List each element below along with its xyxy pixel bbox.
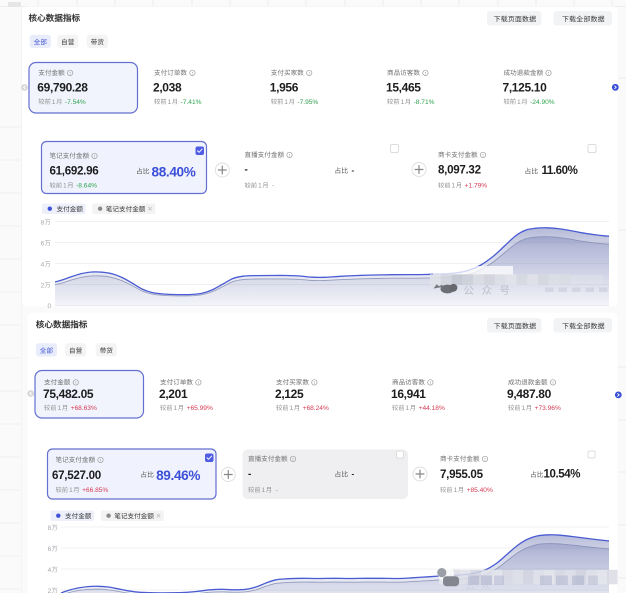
- svg-text:75,482.05: 75,482.05: [43, 387, 94, 401]
- svg-text:1: 1: [290, 405, 294, 412]
- svg-text:8,097.32: 8,097.32: [438, 163, 481, 176]
- svg-text:4: 4: [48, 567, 52, 574]
- svg-text:6: 6: [41, 240, 45, 247]
- svg-text:1: 1: [168, 99, 172, 106]
- svg-text:+73.96%: +73.96%: [535, 405, 561, 412]
- svg-text:15,465: 15,465: [386, 81, 421, 95]
- svg-text:2: 2: [48, 588, 52, 593]
- svg-text:+44.18%: +44.18%: [419, 405, 445, 412]
- svg-text:1: 1: [52, 99, 56, 106]
- svg-text:-8.71%: -8.71%: [414, 99, 435, 106]
- svg-text:4: 4: [41, 261, 45, 268]
- svg-text:-24.90%: -24.90%: [530, 99, 555, 106]
- svg-text:1: 1: [454, 487, 458, 494]
- svg-text:8: 8: [48, 525, 52, 532]
- svg-text:1: 1: [406, 405, 410, 412]
- svg-text:11.60%: 11.60%: [542, 165, 578, 177]
- svg-text:1,956: 1,956: [270, 81, 299, 95]
- svg-text:6: 6: [48, 546, 52, 553]
- svg-text:0: 0: [47, 303, 51, 310]
- svg-text:-: -: [352, 470, 355, 479]
- svg-text:1: 1: [69, 487, 73, 494]
- svg-text:1: 1: [522, 405, 526, 412]
- svg-text:7,955.05: 7,955.05: [440, 468, 484, 481]
- svg-text:1: 1: [517, 99, 521, 106]
- svg-text:-7.41%: -7.41%: [181, 99, 202, 106]
- svg-text:10.54%: 10.54%: [544, 469, 581, 481]
- svg-text:+66.85%: +66.85%: [82, 487, 108, 494]
- svg-text:1: 1: [262, 487, 266, 494]
- svg-text:-: -: [352, 166, 355, 175]
- svg-text:2,125: 2,125: [275, 387, 304, 401]
- svg-text:1: 1: [58, 405, 62, 412]
- svg-text:+68.24%: +68.24%: [303, 405, 329, 412]
- svg-text:16,941: 16,941: [391, 387, 426, 401]
- svg-text:-: -: [276, 487, 278, 494]
- svg-text:1: 1: [401, 99, 405, 106]
- svg-text:69,790.28: 69,790.28: [37, 81, 88, 95]
- svg-text:1: 1: [284, 99, 288, 106]
- svg-text:2,201: 2,201: [159, 387, 188, 401]
- svg-text:1: 1: [452, 183, 456, 190]
- svg-text:-: -: [248, 469, 251, 480]
- svg-text:+68.63%: +68.63%: [71, 405, 97, 412]
- svg-text:1: 1: [63, 183, 67, 190]
- svg-text:-: -: [245, 164, 248, 175]
- svg-text:2,038: 2,038: [153, 81, 182, 95]
- svg-text:9,487.80: 9,487.80: [507, 387, 552, 401]
- svg-text:2: 2: [41, 282, 45, 289]
- svg-text:61,692.96: 61,692.96: [50, 164, 100, 177]
- svg-text:+65.99%: +65.99%: [187, 405, 213, 412]
- svg-text:67,527.00: 67,527.00: [52, 469, 101, 482]
- svg-text:7,125.10: 7,125.10: [503, 81, 548, 95]
- svg-text:-7.54%: -7.54%: [65, 99, 86, 106]
- svg-text:+1.79%: +1.79%: [465, 183, 488, 190]
- svg-text:1: 1: [174, 405, 178, 412]
- svg-text:+85.40%: +85.40%: [467, 487, 493, 494]
- svg-text:88.40%: 88.40%: [152, 165, 196, 180]
- svg-text:8: 8: [41, 219, 45, 226]
- svg-text:1: 1: [258, 183, 262, 190]
- svg-text:-8.64%: -8.64%: [76, 183, 97, 190]
- svg-text:89.46%: 89.46%: [156, 468, 200, 483]
- svg-text:-: -: [272, 183, 274, 190]
- svg-text:-7.95%: -7.95%: [297, 99, 318, 106]
